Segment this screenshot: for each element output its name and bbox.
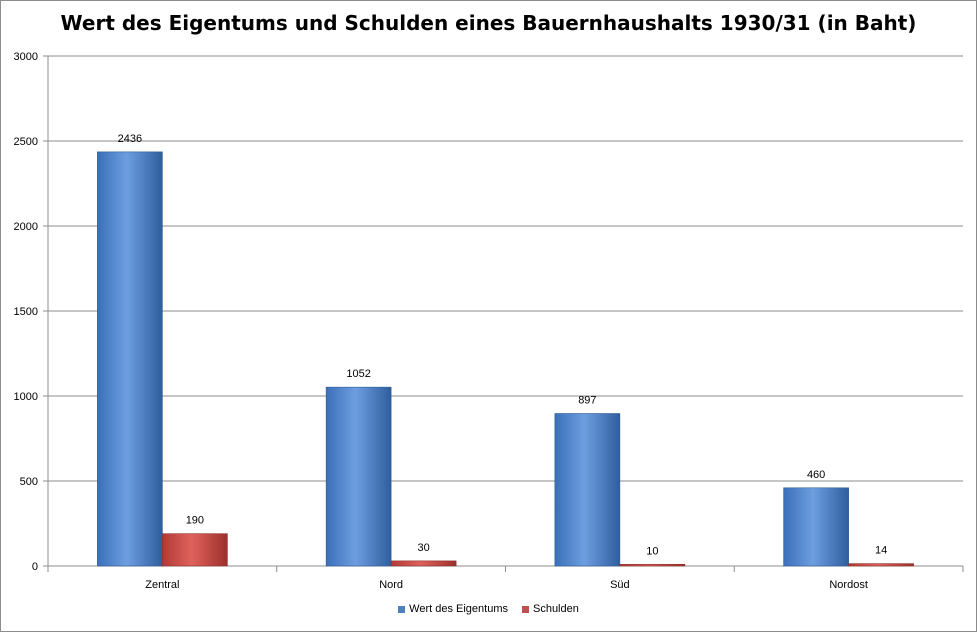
bar-eigentum (554, 413, 621, 567)
bar-eigentum (325, 386, 392, 567)
legend-label: Wert des Eigentums (409, 603, 508, 615)
legend-item: Schulden (521, 603, 579, 615)
data-label: 14 (875, 545, 887, 557)
legend-label: Schulden (532, 603, 579, 615)
bar-schulden (619, 563, 686, 567)
data-label: 10 (646, 545, 658, 557)
bar-eigentum (783, 487, 849, 567)
legend-swatch (521, 605, 529, 613)
y-tick-label: 2500 (14, 136, 38, 148)
x-tick-label: Nordost (829, 579, 868, 591)
y-tick-label: 2000 (14, 221, 38, 233)
x-tick-label: Süd (610, 579, 630, 591)
data-label: 1052 (346, 368, 370, 380)
y-tick-label: 500 (20, 476, 38, 488)
bar-schulden (162, 533, 228, 567)
data-label: 460 (807, 469, 825, 481)
legend-swatch (398, 605, 406, 613)
x-tick-label: Zentral (145, 579, 179, 591)
data-label: 897 (578, 395, 596, 407)
data-label: 190 (186, 515, 204, 527)
bar-schulden (390, 560, 457, 567)
bar-eigentum (97, 151, 163, 567)
data-label: 2436 (118, 133, 142, 145)
y-tick-label: 1000 (14, 391, 38, 403)
y-tick-label: 3000 (14, 51, 38, 63)
bar-schulden (848, 563, 914, 567)
y-tick-label: 1500 (14, 306, 38, 318)
data-label: 30 (418, 542, 430, 554)
legend-item: Wert des Eigentums (398, 603, 508, 615)
x-tick-label: Nord (379, 579, 403, 591)
y-tick-label: 0 (32, 561, 38, 573)
legend: Wert des Eigentums Schulden (1, 603, 976, 615)
chart-title: Wert des Eigentums und Schulden eines Ba… (60, 11, 917, 35)
